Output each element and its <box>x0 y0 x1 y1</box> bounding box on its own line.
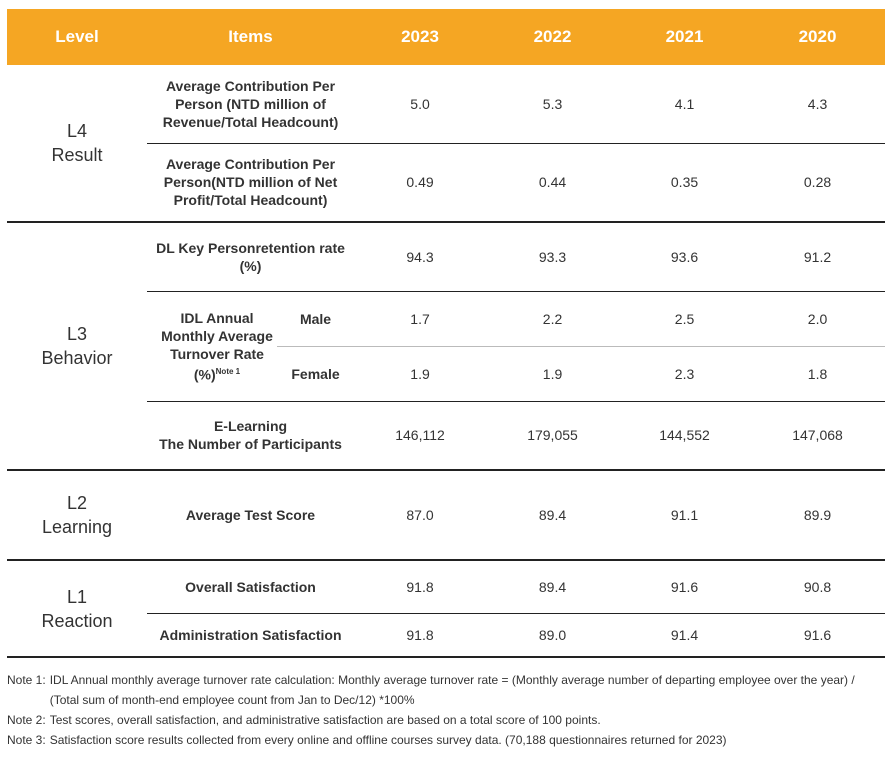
header-year-2023: 2023 <box>354 9 487 65</box>
level-name: Learning <box>41 517 113 537</box>
table-row: L2 Learning Average Test Score 87.0 89.4… <box>7 470 886 561</box>
value-2022: 0.44 <box>486 143 620 223</box>
item-label: DL Key Personretention rate (%) <box>147 222 355 292</box>
value-2020: 0.28 <box>750 143 886 223</box>
table-row: Female 1.9 1.9 2.3 1.8 <box>7 346 886 402</box>
value-2022: 89.4 <box>486 560 620 614</box>
value-2022: 89.0 <box>486 613 620 658</box>
value-2021: 2.5 <box>619 291 751 347</box>
value-2023: 94.3 <box>354 222 487 292</box>
level-name: Behavior <box>41 348 113 368</box>
value-2020: 1.8 <box>750 346 886 402</box>
header-level: Level <box>7 9 147 65</box>
value-2020: 4.3 <box>750 65 886 144</box>
level-code: L2 <box>66 493 88 513</box>
level-cell-l2: L2 Learning <box>7 470 147 561</box>
value-2021: 91.1 <box>619 470 751 561</box>
value-2020: 147,068 <box>750 401 886 471</box>
footnote-text: Satisfaction score results collected fro… <box>49 733 727 747</box>
level-code: L4 <box>66 121 88 141</box>
value-2022: 89.4 <box>486 470 620 561</box>
item-label: Overall Satisfaction <box>147 560 355 614</box>
item-label-line1: E-Learning <box>213 418 288 435</box>
table-row: L1 Reaction Overall Satisfaction 91.8 89… <box>7 560 886 658</box>
value-2021: 144,552 <box>619 401 751 471</box>
header-items: Items <box>147 9 355 65</box>
value-2020: 91.2 <box>750 222 886 292</box>
value-2023: 1.9 <box>354 346 487 402</box>
value-2020: 2.0 <box>750 291 886 347</box>
table-row: IDL Annual Monthly Average Turnover Rate… <box>7 291 886 402</box>
level-cell-l1: L1 Reaction <box>7 560 147 658</box>
footnote-label: Note 3: <box>7 733 46 747</box>
header-row: Level Items 2023 2022 2021 2020 <box>7 9 886 65</box>
value-2023: 1.7 <box>354 291 487 347</box>
level-name: Result <box>51 145 103 165</box>
level-name: Reaction <box>41 610 113 631</box>
note-mark: Note 1 <box>215 366 241 376</box>
value-2021: 4.1 <box>619 65 751 144</box>
value-2021: 93.6 <box>619 222 751 292</box>
value-2023: 146,112 <box>354 401 487 471</box>
footnote-2: Note 2: Test scores, overall satisfactio… <box>7 710 887 730</box>
header-year-2022: 2022 <box>486 9 620 65</box>
level-cell-l3: L3 Behavior <box>7 222 147 471</box>
value-2021: 2.3 <box>619 346 751 402</box>
value-2020: 89.9 <box>750 470 886 561</box>
footnote-label: Note 2: <box>7 713 46 727</box>
item-label: Administration Satisfaction <box>147 613 355 658</box>
value-2021: 0.35 <box>619 143 751 223</box>
header-year-2020: 2020 <box>750 9 886 65</box>
value-2022: 93.3 <box>486 222 620 292</box>
footnote-1: Note 1: IDL Annual monthly average turno… <box>7 670 887 710</box>
value-2023: 87.0 <box>354 470 487 561</box>
value-2021: 91.6 <box>619 560 751 614</box>
turnover-label-cell: IDL Annual Monthly Average Turnover Rate… <box>147 291 277 402</box>
value-2020: 91.6 <box>750 613 886 658</box>
footnote-text: IDL Annual monthly average turnover rate… <box>49 673 855 707</box>
value-2022: 179,055 <box>486 401 620 471</box>
sub-item-label: Male <box>277 291 355 347</box>
value-2020: 90.8 <box>750 560 886 614</box>
item-label: Average Contribution Per Person (NTD mil… <box>147 65 355 144</box>
value-2023: 91.8 <box>354 613 487 658</box>
item-label-line2: The Number of Participants <box>159 436 342 453</box>
table-row: E-Learning The Number of Participants 14… <box>7 401 886 471</box>
training-metrics-table: Level Items 2023 2022 2021 2020 L4 Resul… <box>7 9 886 658</box>
item-label: Average Test Score <box>147 470 355 561</box>
footnote-text: Test scores, overall satisfaction, and a… <box>49 713 601 727</box>
value-2022: 5.3 <box>486 65 620 144</box>
value-2022: 2.2 <box>486 291 620 347</box>
item-label: IDL Annual Monthly Average Turnover Rate… <box>161 309 273 383</box>
table-row: L4 Result Average Contribution Per Perso… <box>7 65 886 223</box>
level-code: L3 <box>66 324 88 344</box>
value-2022: 1.9 <box>486 346 620 402</box>
table-row: L3 Behavior DL Key Personretention rate … <box>7 222 886 471</box>
value-2021: 91.4 <box>619 613 751 658</box>
level-cell-l4: L4 Result <box>7 65 147 223</box>
footnote-label: Note 1: <box>7 673 46 687</box>
footnotes: Note 1: IDL Annual monthly average turno… <box>7 670 887 750</box>
item-label: Average Contribution Per Person(NTD mill… <box>147 143 355 223</box>
table-row: Administration Satisfaction 91.8 89.0 91… <box>7 613 886 658</box>
value-2023: 0.49 <box>354 143 487 223</box>
header-year-2021: 2021 <box>619 9 751 65</box>
value-2023: 91.8 <box>354 560 487 614</box>
level-code: L1 <box>66 586 88 607</box>
item-label: E-Learning The Number of Participants <box>147 401 355 471</box>
table-row: Average Contribution Per Person(NTD mill… <box>7 143 886 223</box>
footnote-3: Note 3: Satisfaction score results colle… <box>7 730 887 750</box>
sub-item-label: Female <box>277 346 355 402</box>
value-2023: 5.0 <box>354 65 487 144</box>
